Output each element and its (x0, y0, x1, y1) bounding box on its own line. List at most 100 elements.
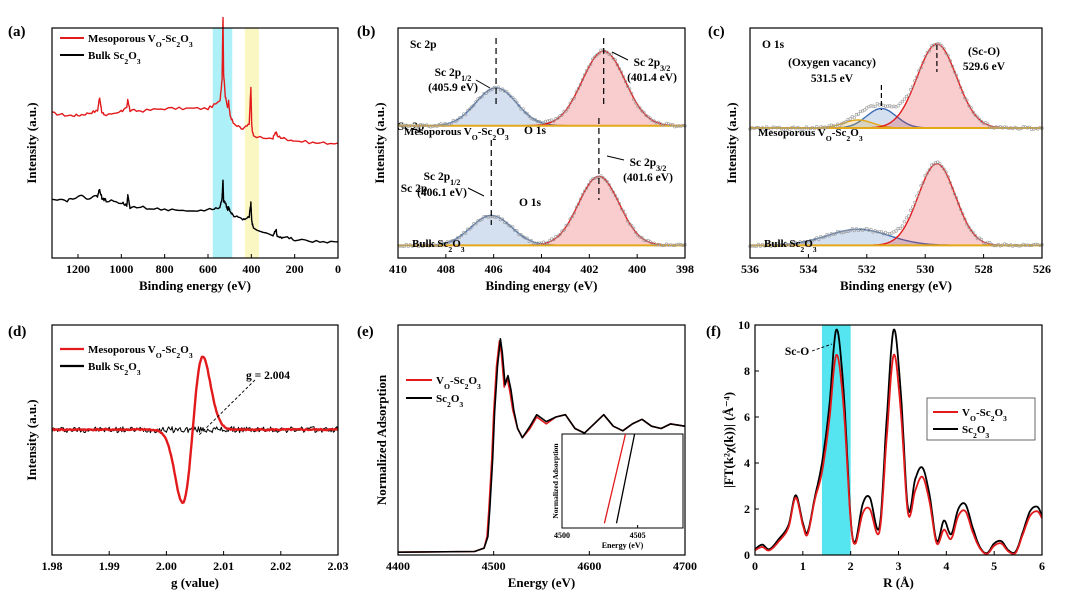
raw-data-point (1025, 243, 1029, 247)
raw-data-point (975, 115, 979, 119)
raw-data-point (917, 190, 921, 194)
y-tick-label: 8 (744, 364, 750, 378)
raw-data-point (470, 225, 474, 229)
x-tick-label: 536 (741, 262, 759, 276)
raw-data-point (902, 220, 906, 224)
raw-data-point (846, 117, 850, 122)
raw-data-point (482, 91, 486, 96)
raw-data-point (850, 227, 854, 231)
raw-data-point (923, 54, 927, 58)
raw-data-point (908, 88, 913, 92)
raw-data-point (994, 244, 998, 248)
raw-data-point (896, 227, 900, 231)
x-tick-label: 1.98 (42, 559, 63, 573)
peak-fill-0-0 (398, 87, 685, 126)
panel-c: 536 534 532 530 528 526 Binding energy (eV) Int… (724, 27, 1051, 293)
raw-data-point (808, 126, 813, 131)
raw-data-point (400, 244, 404, 248)
raw-data-point (959, 85, 963, 90)
raw-data-point (777, 125, 781, 129)
raw-data-point (611, 190, 615, 194)
y-tick-label: 6 (744, 410, 750, 424)
raw-data-point (840, 122, 844, 126)
raw-data-point (464, 113, 468, 117)
series-line-1 (754, 353, 1043, 555)
raw-data-point (459, 233, 464, 237)
raw-data-point (911, 84, 915, 88)
raw-data-point (662, 243, 667, 247)
raw-data-point (1004, 125, 1009, 129)
legend-label: Sc2O3 (962, 424, 989, 440)
raw-data-point (660, 243, 665, 248)
raw-data-point (1036, 242, 1040, 247)
annotation-sc2p: Sc 2p (401, 183, 428, 195)
raw-data-point (788, 243, 792, 247)
x-tick-label: 1 (800, 559, 806, 573)
panel-title: Sc 2p (410, 39, 437, 51)
raw-data-point (636, 104, 640, 108)
plot-frame (749, 27, 1043, 259)
raw-data-point (589, 179, 593, 183)
raw-data-point (888, 104, 892, 108)
raw-data-point (844, 229, 848, 234)
x-tick-label: 528 (975, 262, 993, 276)
raw-data-point (443, 121, 447, 126)
raw-data-point (619, 70, 624, 74)
raw-data-point (558, 114, 562, 118)
raw-data-point (965, 222, 969, 226)
raw-data-point (971, 110, 975, 114)
sample-label: Bulk Sc2O3 (412, 238, 465, 254)
raw-data-point (498, 88, 503, 92)
sample-label: Mesoporous VO-Sc2O3 (758, 127, 863, 143)
raw-data-point (944, 170, 948, 174)
raw-data-point (423, 123, 427, 128)
raw-data-point (815, 125, 819, 129)
raw-data-point (607, 52, 611, 56)
raw-data-point (662, 123, 667, 127)
x-tick-label: 408 (437, 262, 455, 276)
highlight-band (212, 28, 233, 258)
raw-data-point (835, 122, 840, 126)
peak-fill-0-1 (398, 51, 685, 126)
raw-data-point (754, 244, 758, 249)
raw-data-point (652, 241, 656, 245)
x-tick-label: 4700 (673, 559, 697, 573)
raw-data-point (806, 127, 811, 131)
annotation-o1s: O 1s (524, 125, 547, 137)
x-tick-label: 402 (580, 262, 598, 276)
raw-data-point (429, 243, 433, 247)
raw-data-point (967, 225, 971, 229)
raw-data-point (817, 237, 821, 242)
raw-data-point (492, 85, 496, 89)
x-tick-label: 2.03 (328, 559, 349, 573)
peak-line-1-1 (750, 162, 1042, 247)
y-tick-label: 0 (744, 548, 750, 562)
raw-data-point (628, 87, 632, 91)
raw-data-point (527, 239, 531, 243)
raw-data-point (921, 60, 925, 64)
raw-data-point (963, 96, 967, 100)
raw-data-point (468, 107, 472, 111)
annotation-peak-value: (401.4 eV) (627, 72, 677, 84)
raw-data-point (946, 175, 950, 179)
raw-data-point (484, 214, 488, 219)
raw-data-point (437, 123, 441, 127)
raw-data-point (790, 126, 794, 130)
raw-data-point (638, 106, 642, 110)
raw-data-point (490, 214, 494, 219)
inset-x-tick-label: 4500 (554, 531, 570, 540)
raw-data-point (927, 168, 931, 172)
raw-data-point (944, 51, 948, 55)
raw-data-point (984, 241, 988, 245)
raw-data-point (476, 219, 480, 223)
y-axis-label: |FT(k²χ(k))| (Å⁻⁴) (721, 392, 736, 488)
raw-data-point (981, 121, 986, 125)
raw-data-point (790, 242, 794, 246)
raw-data-point (990, 125, 994, 130)
raw-data-point (765, 242, 769, 246)
x-tick-label: 526 (1033, 262, 1051, 276)
raw-data-point (507, 223, 511, 227)
raw-data-point (451, 118, 455, 123)
raw-data-point (775, 241, 779, 246)
raw-data-point (904, 216, 909, 220)
